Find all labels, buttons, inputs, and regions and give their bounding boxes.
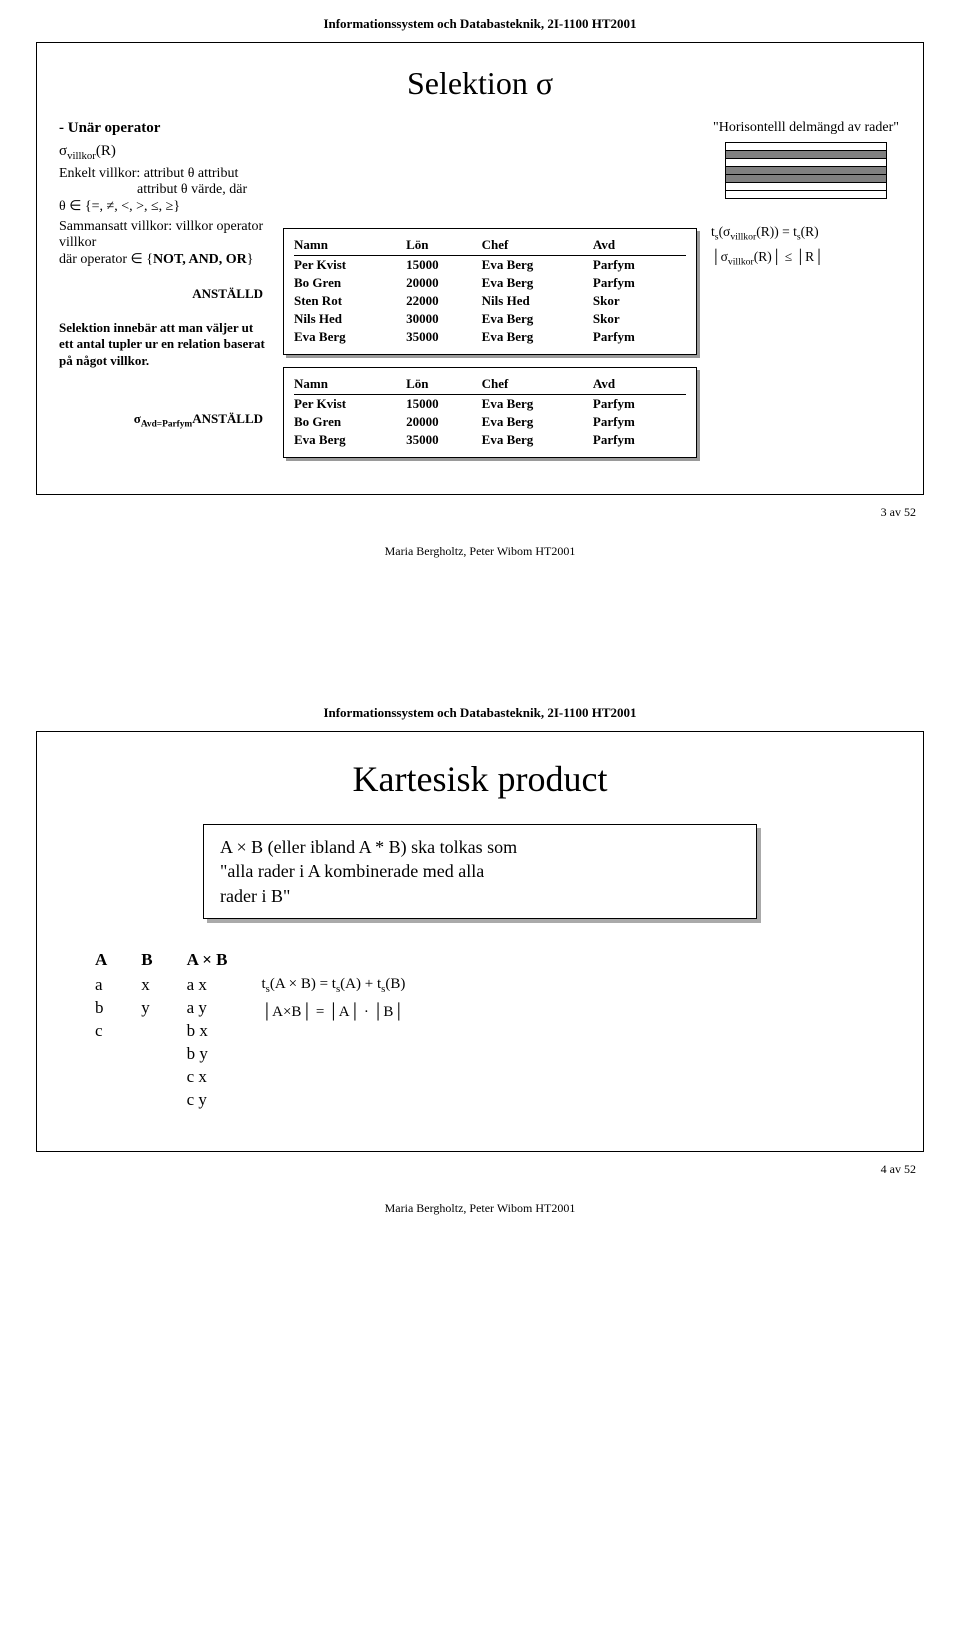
slide1-left-column: - Unär operator σvillkor(R) Enkelt villk…: [59, 120, 269, 470]
slide1-right-column: "Horisontelll delmängd av rader" ts(σvil…: [711, 120, 901, 470]
def-line1: A × B (eller ibland A * B) ska tolkas so…: [220, 835, 740, 859]
sammansatt-line2a: där operator ∈ {: [59, 252, 153, 267]
table2-col-avd: Avd: [593, 374, 686, 395]
table-row: Bo Gren20000Eva BergParfym: [294, 274, 686, 292]
set-A-row: c: [95, 1020, 107, 1043]
set-AxB: A × B a x a y b x b y c x c y: [187, 949, 228, 1112]
sigma-avd-label: σAvd=ParfymANSTÄLLD: [59, 411, 269, 430]
schema-cardinality-formulas: ts(σvillkor(R)) = ts(R) σvillkor(R) ≤ R: [711, 221, 901, 271]
set-AxB-row: a x: [187, 974, 228, 997]
table1-col-namn: Namn: [294, 235, 406, 256]
table-row: Sten Rot22000Nils HedSkor: [294, 292, 686, 310]
set-A-header: A: [95, 949, 107, 972]
table-row: Nils Hed30000Eva BergSkor: [294, 310, 686, 328]
sammansatt-line2c: }: [247, 252, 254, 267]
cartesian-formulas: ts(A × B) = ts(A) + ts(B) A×B = A · B: [262, 971, 406, 1026]
cartesian-sets-row: A a b c B x y A × B a x a y b x b y c x …: [95, 949, 901, 1112]
subset-cardinality-formula: σvillkor(R) ≤ R: [711, 246, 901, 271]
slide-2-title: Kartesisk product: [59, 758, 901, 800]
set-AxB-row: b x: [187, 1020, 228, 1043]
table2-col-namn: Namn: [294, 374, 406, 395]
sigma-notation: σvillkor(R): [59, 143, 116, 159]
table-row: Eva Berg35000Eva BergParfym: [294, 328, 686, 346]
slide-2-box: Kartesisk product A × B (eller ibland A …: [36, 731, 924, 1152]
result-table: Namn Lön Chef Avd Per Kvist15000Eva Berg…: [283, 367, 697, 458]
set-AxB-row: c y: [187, 1089, 228, 1112]
def-line3: rader i B": [220, 884, 740, 908]
footer-author-1: Maria Bergholtz, Peter Wibom HT2001: [36, 544, 924, 559]
table-row: Eva Berg35000Eva BergParfym: [294, 431, 686, 449]
slide-1-box: Selektion σ - Unär operator σvillkor(R) …: [36, 42, 924, 495]
sammansatt-line1: Sammansatt villkor: villkor operator vil…: [59, 219, 269, 251]
def-line2: "alla rader i A kombinerade med alla: [220, 859, 740, 883]
enkelt-line1: Enkelt villkor: attribut θ attribut: [59, 166, 269, 182]
slide1-center-column: Namn Lön Chef Avd Per Kvist15000Eva Berg…: [283, 120, 697, 470]
set-B-row: y: [141, 997, 152, 1020]
set-AxB-row: a y: [187, 997, 228, 1020]
set-A: A a b c: [95, 949, 107, 1043]
table1-col-chef: Chef: [482, 235, 593, 256]
cardinality-cartesian-formula: A×B = A · B: [262, 999, 406, 1026]
ts-cartesian-formula: ts(A × B) = ts(A) + ts(B): [262, 971, 406, 999]
anstalld-label: ANSTÄLLD: [59, 286, 269, 302]
course-header-2: Informationssystem och Databasteknik, 2I…: [36, 705, 924, 721]
slide-1-title: Selektion σ: [59, 65, 901, 102]
anstalld-table: Namn Lön Chef Avd Per Kvist15000Eva Berg…: [283, 228, 697, 355]
unary-operator-heading: - Unär operator: [59, 120, 269, 137]
horizontal-caption: "Horisontelll delmängd av rader": [711, 120, 901, 136]
page-number-2: 4 av 52: [36, 1162, 916, 1177]
set-AxB-row: b y: [187, 1043, 228, 1066]
table-row: Per Kvist15000Eva BergParfym: [294, 256, 686, 275]
set-AxB-row: c x: [187, 1066, 228, 1089]
set-B-header: B: [141, 949, 152, 972]
table-row: Bo Gren20000Eva BergParfym: [294, 413, 686, 431]
table1-col-lon: Lön: [406, 235, 482, 256]
set-B-row: x: [141, 974, 152, 997]
table-row: Per Kvist15000Eva BergParfym: [294, 395, 686, 414]
set-A-row: b: [95, 997, 107, 1020]
set-A-row: a: [95, 974, 107, 997]
page-number-1: 3 av 52: [36, 505, 916, 520]
set-B: B x y: [141, 949, 152, 1020]
table1-col-avd: Avd: [593, 235, 686, 256]
sammansatt-line2b: NOT, AND, OR: [153, 252, 247, 267]
selection-explanation: Selektion innebär att man väljer ut ett …: [59, 320, 269, 369]
ts-formula: ts(σvillkor(R)) = ts(R): [711, 221, 901, 246]
cartesian-definition-box: A × B (eller ibland A * B) ska tolkas so…: [203, 824, 757, 919]
table2-col-chef: Chef: [482, 374, 593, 395]
table2-col-lon: Lön: [406, 374, 482, 395]
slide-2-page: Informationssystem och Databasteknik, 2I…: [0, 689, 960, 1256]
theta-set: θ ∈ {=, ≠, <, >, ≤, ≥}: [59, 198, 269, 215]
footer-author-2: Maria Bergholtz, Peter Wibom HT2001: [36, 1201, 924, 1216]
horizontal-subset-diagram: [725, 142, 887, 199]
enkelt-line2: attribut θ värde, där: [59, 182, 269, 198]
slide-1-page: Informationssystem och Databasteknik, 2I…: [0, 0, 960, 599]
set-AxB-header: A × B: [187, 949, 228, 972]
course-header: Informationssystem och Databasteknik, 2I…: [36, 16, 924, 32]
